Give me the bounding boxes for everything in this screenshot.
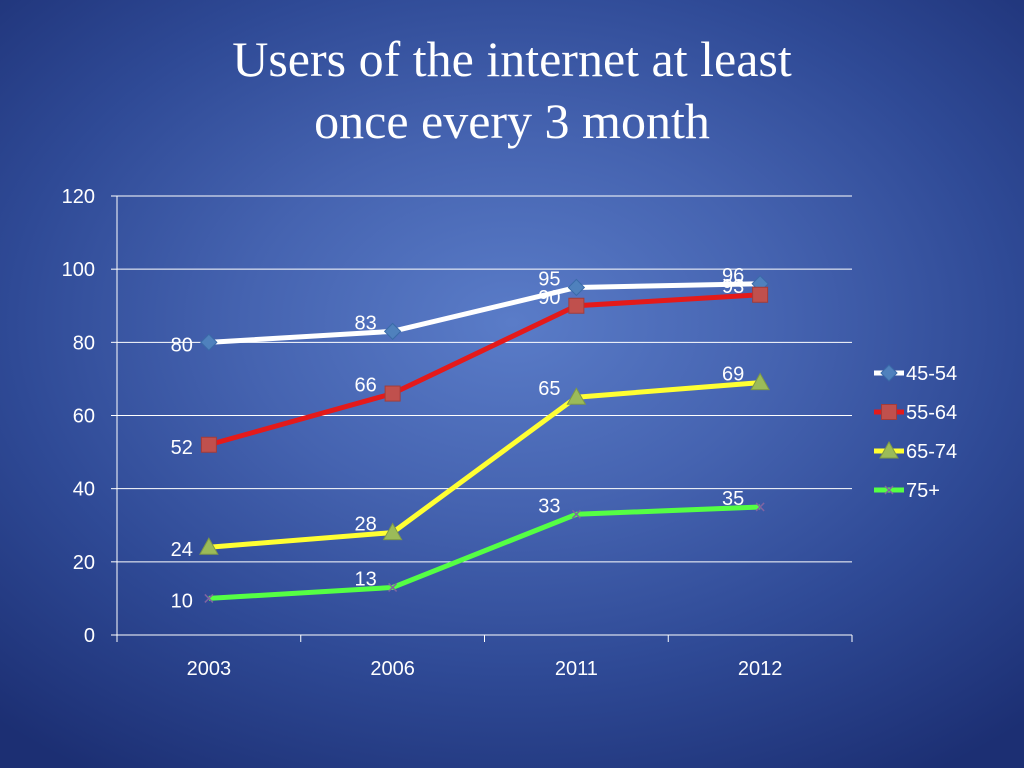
y-tick-label: 20 (73, 552, 95, 574)
y-tick-label: 60 (73, 406, 95, 428)
series-line-55-64 (208, 292, 761, 448)
x-tick-label: 2012 (738, 658, 783, 680)
x-tick-label: 2003 (187, 658, 232, 680)
legend-label: 55-64 (906, 402, 957, 424)
chart-title-line-2: once every 3 month (314, 93, 710, 149)
series-line-65-74 (208, 380, 761, 550)
data-point-marker (755, 502, 765, 512)
y-tick-label: 100 (62, 259, 95, 281)
data-point-marker (204, 593, 214, 603)
data-label: 10 (171, 590, 193, 612)
chart-title: Users of the internet at least once ever… (0, 28, 1024, 152)
y-tick-label: 0 (84, 625, 95, 647)
data-point-marker (383, 322, 402, 341)
data-label: 24 (171, 539, 193, 561)
legend-marker (884, 485, 894, 495)
data-label: 69 (722, 364, 744, 386)
data-label: 96 (722, 265, 744, 287)
data-point-marker (384, 385, 401, 402)
legend-label: 45-54 (906, 363, 957, 385)
data-label: 65 (538, 378, 560, 400)
data-label: 90 (538, 287, 560, 309)
data-point-marker (199, 537, 219, 555)
data-point-marker (568, 297, 585, 314)
data-labels: 80 83 95 96 52 66 90 93 24 28 65 69 10 13 33 35 (171, 265, 745, 613)
chart-title-line-1: Users of the internet at least (232, 31, 792, 87)
data-label: 93 (722, 276, 744, 298)
data-label: 83 (355, 312, 377, 334)
legend-label: 75+ (906, 480, 940, 502)
data-point-marker (382, 522, 403, 541)
y-tick-label: 80 (73, 332, 95, 354)
x-tick-label: 2006 (370, 658, 415, 680)
axes (111, 195, 853, 642)
x-tick-label: 2011 (555, 658, 598, 680)
data-label: 52 (171, 437, 193, 459)
legend-label: 65-74 (906, 441, 957, 463)
data-label: 35 (722, 488, 744, 510)
data-point-marker (200, 333, 218, 352)
data-label: 80 (171, 334, 193, 356)
data-point-marker (750, 372, 770, 391)
series-line-75+ (208, 504, 761, 601)
legend: 45-54 55-64 65-74 75+ (874, 363, 957, 502)
data-point-marker (388, 582, 398, 592)
legend-marker (880, 364, 898, 382)
data-label: 13 (355, 568, 377, 590)
gridlines (117, 195, 852, 563)
series-markers (199, 275, 770, 603)
y-tick-label: 120 (62, 186, 95, 208)
y-tick-label: 40 (73, 479, 95, 501)
y-axis-tick-labels: 0 20 40 60 80 100 120 (62, 186, 95, 647)
data-point-marker (567, 278, 586, 297)
x-axis-tick-labels: 2003 2006 2011 2012 (187, 658, 783, 680)
legend-marker (879, 440, 899, 459)
data-label: 66 (355, 375, 377, 397)
data-label: 95 (538, 268, 560, 290)
data-point-marker (566, 387, 587, 405)
data-point-marker (200, 436, 217, 453)
series-line-45-54 (208, 281, 761, 345)
data-label: 33 (538, 495, 560, 517)
series-lines (208, 281, 761, 601)
data-point-marker (571, 509, 581, 519)
data-label: 28 (355, 514, 377, 536)
legend-marker (881, 404, 897, 420)
data-point-marker (752, 286, 769, 303)
